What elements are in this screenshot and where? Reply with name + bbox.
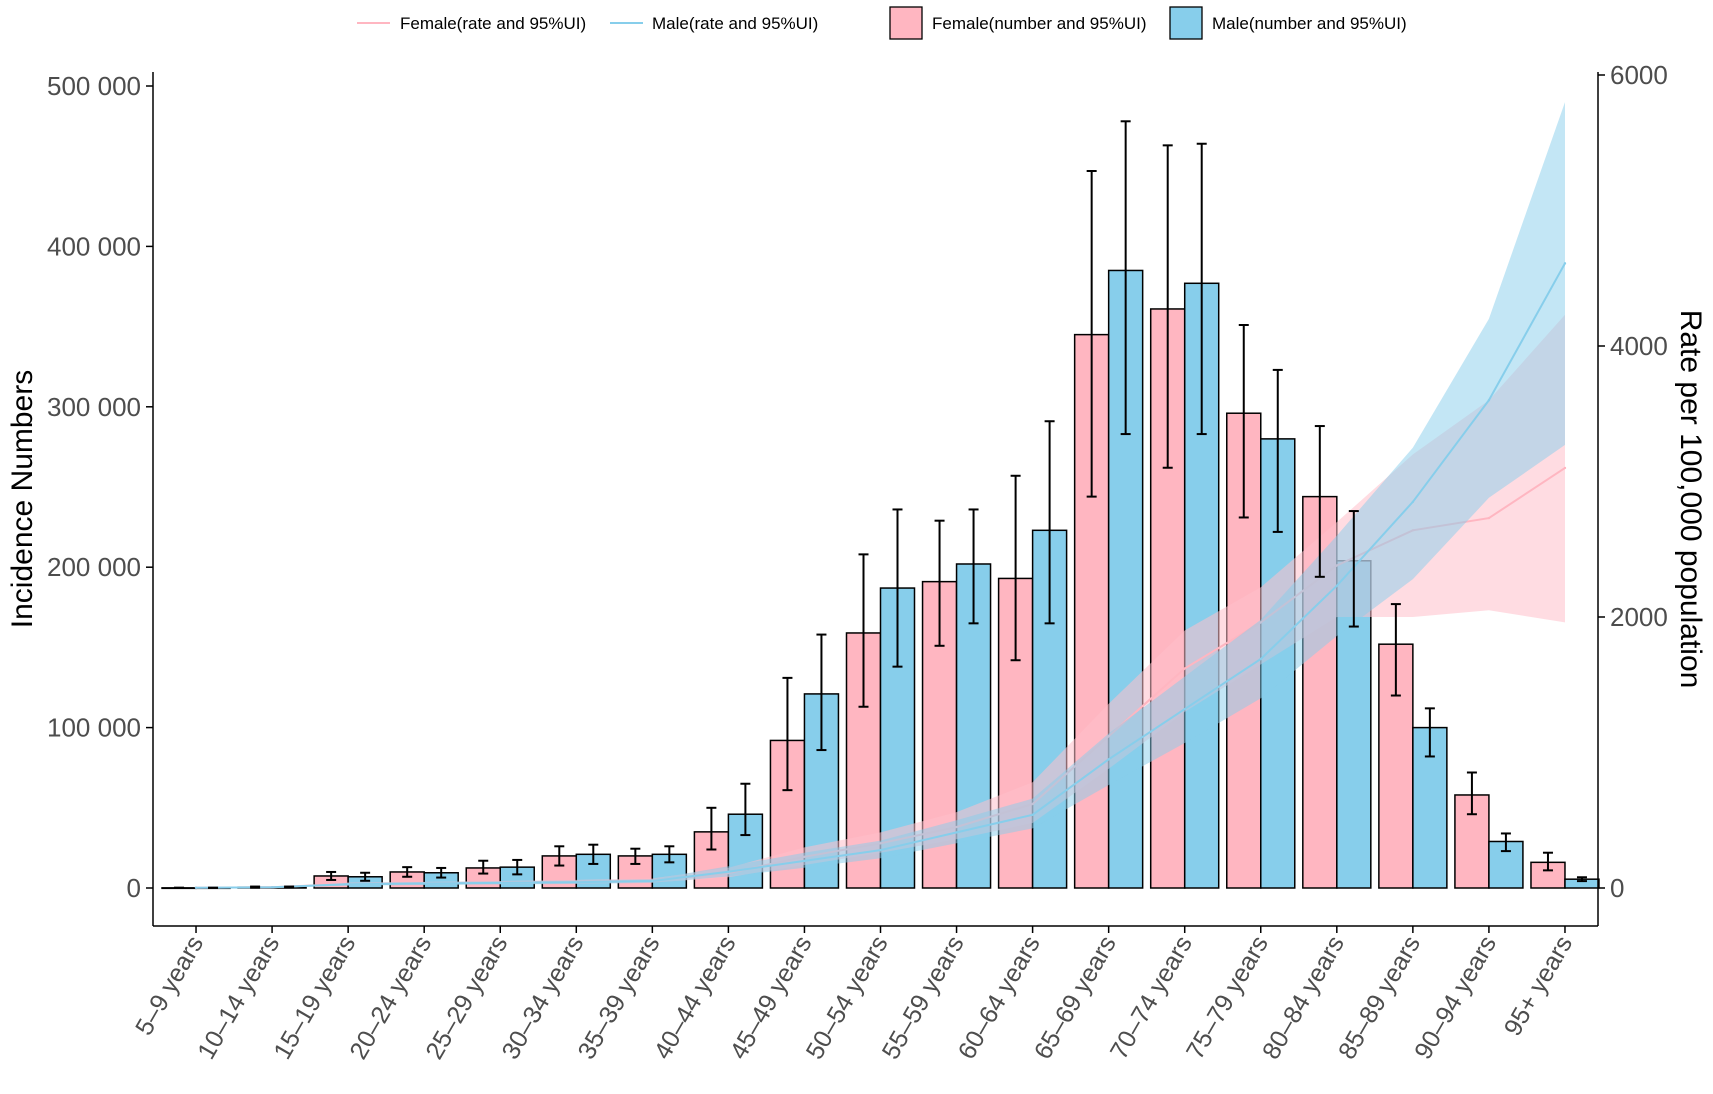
male-rate-point-16 <box>1411 500 1415 504</box>
error-bars-layer <box>174 120 1587 889</box>
male-rate-point-3 <box>422 882 426 885</box>
y-axis-right-title: Rate per 100,000 population <box>1674 310 1707 689</box>
legend-label-female-number: Female(number and 95%UI) <box>932 14 1146 33</box>
male-rate-point-5 <box>575 880 578 884</box>
y-left-tick-label-5: 500 000 <box>47 71 141 101</box>
male-rate-ribbon <box>196 102 1565 888</box>
male-rate-point-15 <box>1335 584 1339 588</box>
y-left-tick-label-0: 0 <box>127 873 141 903</box>
male-rate-point-9 <box>879 848 882 852</box>
male-rate-point-10 <box>955 831 958 834</box>
male-rate-point-14 <box>1259 657 1262 661</box>
legend: Female(rate and 95%UI) Male(rate and 95%… <box>357 6 1407 40</box>
y-axis-left-title: Incidence Numbers <box>6 370 39 628</box>
y-right-tick-label-1: 2000 <box>1610 602 1668 632</box>
y-left-tick-label-1: 100 000 <box>47 713 141 743</box>
male-rate-point-0 <box>194 886 198 889</box>
female-rate-point-18 <box>1563 466 1567 470</box>
male-rate-point-12 <box>1107 758 1110 761</box>
y-left-tick-label-3: 300 000 <box>47 392 141 422</box>
ribbons-layer <box>194 102 1567 889</box>
y-left-tick-label-2: 200 000 <box>47 552 141 582</box>
male-rate-point-1 <box>270 886 274 889</box>
male-rate-point-18 <box>1563 262 1567 265</box>
y-axis-left-ticks: 0 100 000 200 000 300 000 400 000 500 000 <box>47 71 153 903</box>
y-right-tick-label-3: 6000 <box>1610 60 1668 90</box>
male-rate-point-8 <box>803 859 806 863</box>
female-rate-point-17 <box>1487 516 1491 520</box>
y-right-tick-label-2: 4000 <box>1610 331 1668 361</box>
female-rate-point-13 <box>1183 667 1186 670</box>
y-right-tick-label-0: 0 <box>1610 873 1624 903</box>
y-left-tick-label-4: 400 000 <box>47 231 141 261</box>
male-rate-point-6 <box>651 879 654 883</box>
legend-label-male-number: Male(number and 95%UI) <box>1212 14 1407 33</box>
legend-key-male-number <box>1169 6 1203 40</box>
y-axis-right-ticks: 0 2000 4000 6000 <box>1598 60 1668 903</box>
male-rate-point-11 <box>1031 813 1034 817</box>
legend-label-male-rate: Male(rate and 95%UI) <box>652 14 818 33</box>
male-rate-point-13 <box>1183 707 1186 711</box>
male-rate-point-7 <box>727 870 730 873</box>
legend-label-female-rate: Female(rate and 95%UI) <box>400 14 586 33</box>
legend-key-female-number <box>889 6 923 40</box>
male-rate-point-4 <box>499 881 502 885</box>
male-rate-point-2 <box>346 883 350 886</box>
axes-layer <box>152 72 1599 927</box>
male-rate-point-17 <box>1487 399 1491 402</box>
